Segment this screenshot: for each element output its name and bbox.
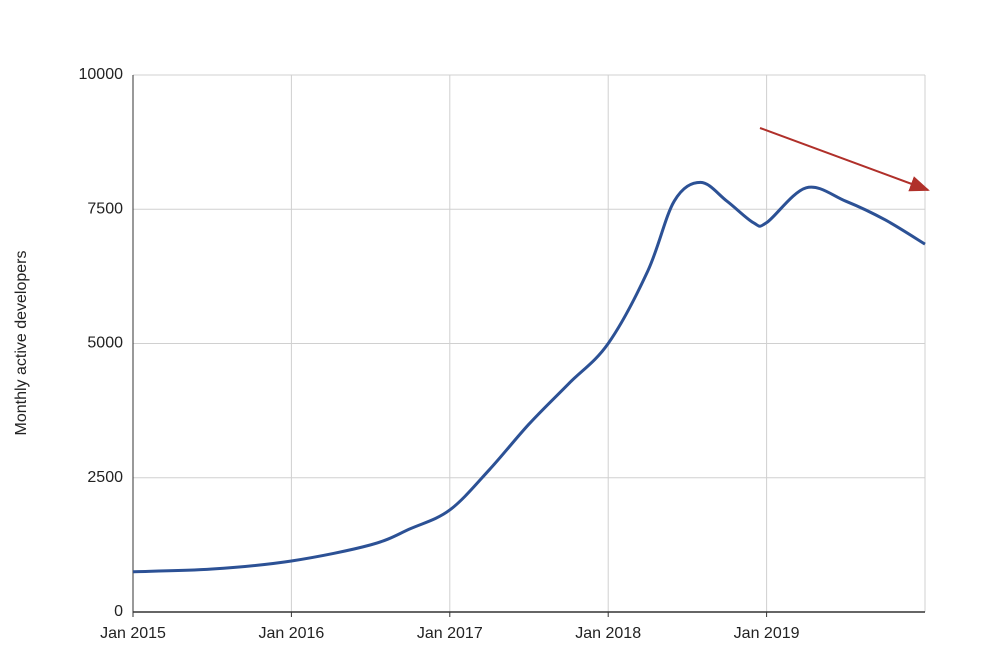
y-tick-label: 7500: [87, 200, 123, 217]
plot-area: 0 2500 5000 7500 10000 Jan 2015 Jan 2016 Jan 20…: [79, 66, 926, 642]
y-tick-label: 10000: [79, 66, 124, 83]
x-tick-label: Jan 2019: [734, 625, 800, 642]
data-line: [132, 180, 926, 574]
x-tick-label: Jan 2015: [100, 625, 166, 642]
x-tick-label: Jan 2016: [258, 625, 324, 642]
x-tick-label: Jan 2017: [417, 625, 483, 642]
y-axis-label: Monthly active developers: [13, 251, 30, 436]
x-tick-label: Jan 2018: [575, 625, 641, 642]
y-tick-label: 5000: [87, 335, 123, 352]
y-tick-label: 2500: [87, 469, 123, 486]
annotation-arrow: [759, 127, 930, 192]
y-tick-label: 0: [114, 603, 123, 620]
